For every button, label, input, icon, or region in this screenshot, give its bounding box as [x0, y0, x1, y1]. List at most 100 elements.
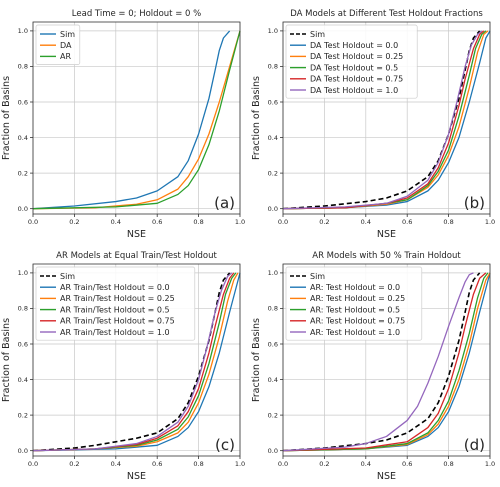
- series-line-6: [32, 272, 233, 452]
- x-tick-label: 0.4: [361, 460, 371, 468]
- x-tick-label: 0.4: [111, 218, 121, 226]
- x-tick-label: 1.0: [485, 218, 495, 226]
- x-tick-label: 0.6: [402, 218, 412, 226]
- legend-entry: AR: Test Holdout = 0.25: [310, 294, 405, 303]
- y-tick-label: 0.0: [18, 447, 28, 455]
- legend: Sim AR Train/Test Holdout = 0.0 AR Train/T…: [35, 266, 196, 341]
- legend-entry: DA Test Holdout = 0.25: [310, 52, 403, 61]
- y-tick-label: 0.6: [268, 98, 278, 106]
- x-tick-label: 0.8: [193, 460, 203, 468]
- x-tick-label: 0.4: [361, 218, 371, 226]
- y-tick-label: 0.0: [268, 205, 278, 213]
- plot-frame: [32, 21, 241, 215]
- x-tick-label: 0.8: [193, 218, 203, 226]
- legend-box: [285, 266, 423, 341]
- x-tick-label: 0.4: [111, 460, 121, 468]
- series-line-5: [32, 272, 235, 452]
- chart-panel-1: 0.0 0.2 0.4 0.6 0.8 1.0 0.0 0.2 0.4 0.6 0.8 1.0 Lead…: [1, 9, 245, 240]
- y-tick-label: 0.8: [18, 305, 28, 313]
- legend-box: [35, 266, 196, 341]
- x-tick-label: 0.2: [319, 218, 329, 226]
- y-tick-label: 0.2: [18, 169, 28, 177]
- x-tick-label: 0.0: [28, 460, 38, 468]
- y-tick-label: 1.0: [268, 269, 278, 277]
- series-line-2: [32, 30, 241, 210]
- legend-entry: DA Test Holdout = 0.5: [310, 63, 398, 72]
- panel-label: (b): [464, 194, 485, 212]
- legend-box: [35, 24, 81, 65]
- plot-frame: [32, 263, 241, 457]
- series-line-2: [282, 30, 491, 210]
- x-axis-label: NSE: [127, 229, 146, 240]
- series-line-1: [32, 30, 231, 210]
- series-line-6: [282, 30, 483, 210]
- panel-label: (d): [464, 436, 485, 454]
- series-line-3: [282, 30, 489, 210]
- panel-label: (c): [215, 436, 235, 454]
- legend-entry: AR: [60, 52, 71, 61]
- series-line-4: [282, 272, 489, 452]
- series-line-5: [282, 272, 487, 452]
- legend-entry: Sim: [310, 30, 325, 39]
- series-line-6: [282, 272, 474, 452]
- chart-title: AR Models at Equal Train/Test Holdout: [56, 251, 217, 261]
- x-tick-label: 0.6: [152, 460, 162, 468]
- x-tick-label: 0.2: [69, 218, 79, 226]
- x-tick-label: 0.8: [443, 460, 453, 468]
- x-axis-label: NSE: [377, 229, 396, 240]
- y-tick-label: 0.4: [18, 376, 28, 384]
- y-axis-label: Fraction of Basins: [251, 76, 262, 160]
- x-tick-label: 0.6: [152, 218, 162, 226]
- plot-frame: [282, 263, 491, 457]
- legend: Sim DA AR: [35, 24, 81, 65]
- y-axis-label: Fraction of Basins: [251, 318, 262, 402]
- legend-entry: AR: Test Holdout = 1.0: [310, 328, 400, 337]
- x-tick-label: 0.0: [278, 218, 288, 226]
- chart-title: Lead Time = 0; Holdout = 0 %: [72, 9, 201, 19]
- y-axis-label: Fraction of Basins: [1, 76, 12, 160]
- legend-entry: AR Train/Test Holdout = 0.5: [60, 305, 170, 314]
- y-tick-label: 0.6: [18, 98, 28, 106]
- y-tick-label: 1.0: [18, 27, 28, 35]
- chart-title: AR Models with 50 % Train Holdout: [312, 251, 461, 261]
- series-line-2: [32, 272, 241, 452]
- x-tick-label: 1.0: [485, 460, 495, 468]
- legend-entry: AR Train/Test Holdout = 0.25: [60, 294, 175, 303]
- legend-entry: AR: Test Holdout = 0.0: [310, 283, 400, 292]
- legend-entry: AR Train/Test Holdout = 0.0: [60, 283, 170, 292]
- x-tick-label: 0.0: [278, 460, 288, 468]
- x-tick-label: 0.6: [402, 460, 412, 468]
- legend-entry: AR Train/Test Holdout = 1.0: [60, 328, 170, 337]
- series-line-3: [32, 272, 239, 452]
- y-tick-label: 0.2: [268, 169, 278, 177]
- x-tick-label: 1.0: [235, 460, 245, 468]
- series-line-3: [32, 30, 241, 210]
- y-tick-label: 0.4: [18, 134, 28, 142]
- y-tick-label: 0.2: [268, 411, 278, 419]
- legend-entry: Sim: [60, 30, 75, 39]
- y-tick-label: 0.2: [18, 411, 28, 419]
- y-tick-label: 0.8: [18, 63, 28, 71]
- y-tick-label: 1.0: [268, 27, 278, 35]
- y-tick-label: 0.4: [268, 376, 278, 384]
- chart-panel-3: 0.0 0.2 0.4 0.6 0.8 1.0 0.0 0.2 0.4 0.6 0.8 1.0 AR M…: [1, 251, 245, 482]
- chart-panel-4: 0.0 0.2 0.4 0.6 0.8 1.0 0.0 0.2 0.4 0.6 0.8 1.0 AR M…: [251, 251, 495, 482]
- legend-entry: Sim: [60, 272, 75, 281]
- legend: Sim DA Test Holdout = 0.0 DA Test Holdout …: [285, 24, 418, 99]
- legend-entry: AR: Test Holdout = 0.5: [310, 305, 400, 314]
- y-axis-label: Fraction of Basins: [1, 318, 12, 402]
- legend-entry: DA: [60, 41, 72, 50]
- legend-entry: DA Test Holdout = 0.75: [310, 75, 403, 84]
- y-tick-label: 1.0: [18, 269, 28, 277]
- legend-box: [285, 24, 418, 99]
- legend-entry: AR: Test Holdout = 0.75: [310, 317, 405, 326]
- x-tick-label: 0.8: [443, 218, 453, 226]
- chart-panel-2: 0.0 0.2 0.4 0.6 0.8 1.0 0.0 0.2 0.4 0.6 0.8 1.0 DA M…: [251, 9, 495, 240]
- series-line-1: [32, 272, 231, 452]
- y-tick-label: 0.6: [18, 340, 28, 348]
- legend-entry: Sim: [310, 272, 325, 281]
- legend-entry: DA Test Holdout = 1.0: [310, 86, 398, 95]
- x-tick-label: 0.0: [28, 218, 38, 226]
- panel-label: (a): [214, 194, 235, 212]
